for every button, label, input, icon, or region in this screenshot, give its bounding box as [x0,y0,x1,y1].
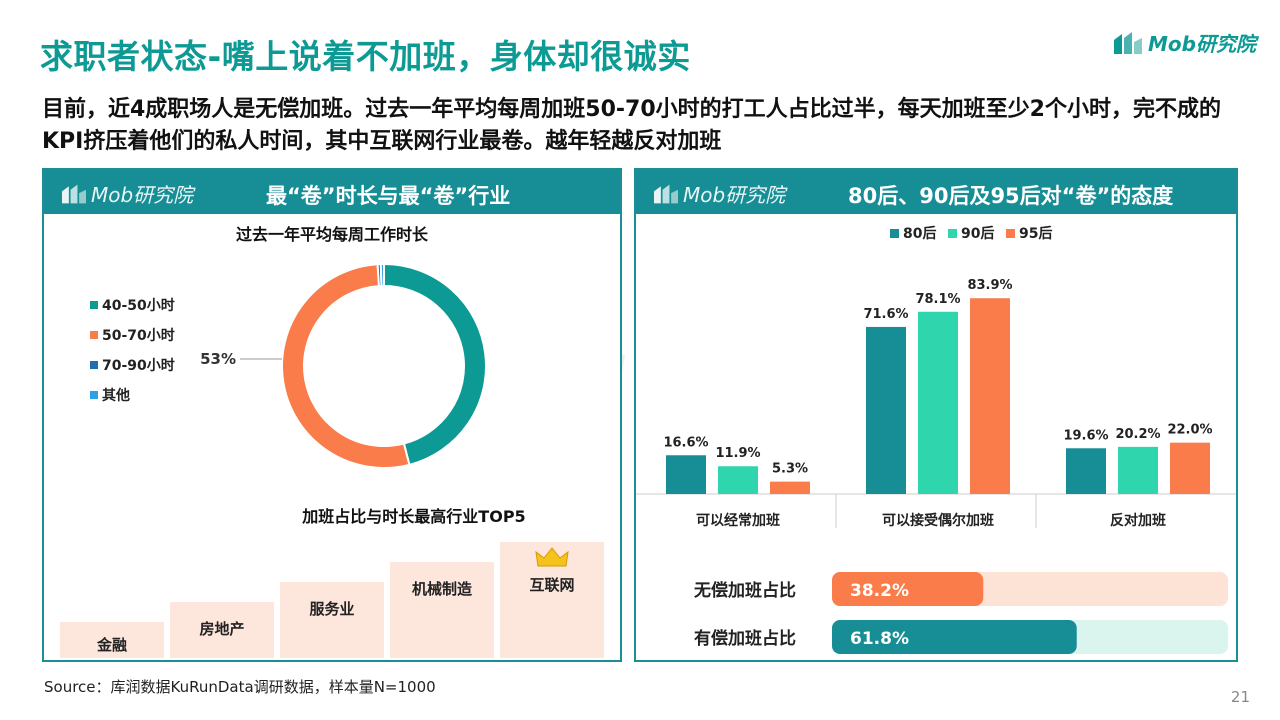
top5-label: 服务业 [309,600,354,618]
bar [1118,446,1158,494]
legend-label: 50-70小时 [102,327,175,344]
left-panel-title: 最“卷”时长与最“卷”行业 [266,184,511,208]
x-tick-label: 可以接受偶尔加班 [882,512,994,529]
bar [866,326,906,494]
left-panel-header: Mob研究院 最“卷”时长与最“卷”行业 [44,170,620,214]
legend-label: 90后 [961,225,994,242]
right-charts: 80后 90后 95后 16.6% 11.9% 5.3% 可以经常加班 71.6% 78.1% 8… [636,225,1236,654]
hbar-data-label: 61.8% [850,629,909,649]
bar-data-label: 22.0% [1167,423,1212,438]
top5-label: 机械制造 [412,580,472,598]
legend-swatch [890,229,899,238]
top5-label: 金融 [96,636,127,654]
x-tick-label: 反对加班 [1110,512,1166,529]
bar-data-label: 11.9% [715,446,760,461]
bar [918,311,958,494]
left-charts: 过去一年平均每周工作时长 53% 40-50小时 50-70小时 70-90小时其他加班… [60,225,604,658]
top5-title: 加班占比与时长最高行业TOP5 [301,507,525,526]
legend-swatch [90,331,98,339]
legend-swatch [1006,229,1015,238]
legend-swatch [90,301,98,309]
hbar-category-label: 无偿加班占比 [693,580,796,601]
top5-bar [60,622,164,658]
top5-label: 互联网 [529,576,574,594]
bar [1170,442,1210,494]
panel-logo: Mob研究院 [654,179,785,208]
legend-label: 95后 [1019,225,1052,242]
bar [970,298,1010,494]
brand-logo: Mob研究院 [1114,28,1256,57]
legend-label: 80后 [903,225,936,242]
bar-data-label: 78.1% [915,292,960,307]
donut-slice [383,262,487,467]
legend-swatch [90,361,98,369]
legend-swatch [948,229,957,238]
x-tick-label: 可以经常加班 [696,512,780,529]
donut-slice [379,262,385,288]
hbar-data-label: 38.2% [850,581,909,601]
bar [1066,448,1106,494]
donut-title: 过去一年平均每周工作时长 [236,225,429,244]
top5-label: 房地产 [199,620,244,638]
page-title: 求职者状态-嘴上说着不加班，身体却很诚实 [40,37,691,76]
bar-data-label: 19.6% [1063,428,1108,443]
donut-data-label: 53% [200,350,236,368]
source-note: Source：库润数据KuRunData调研数据，样本量N=1000 [44,678,436,696]
right-panel-title: 80后、90后及95后对“卷”的态度 [848,184,1174,208]
panel-logo-text: Mob研究院 [683,183,786,207]
donut-slice [281,263,411,469]
crown-icon [535,547,569,567]
hbar-category-label: 有偿加班占比 [694,628,796,649]
left-panel: Mob研究院 最“卷”时长与最“卷”行业 过去一年平均每周工作时长 53% 40-5… [42,168,622,662]
page-subtitle: 目前，近4成职场人是无偿加班。过去一年平均每周加班50-70小时的打工人占比过半… [42,97,1221,154]
top5-bar [390,562,494,658]
top5-bar [280,582,384,658]
bar [770,481,810,494]
bar-data-label: 20.2% [1115,427,1160,442]
logo-text: Mob研究院 [1148,32,1256,56]
bar-data-label: 83.9% [967,278,1012,293]
legend-label: 40-50小时 [102,297,175,314]
right-panel: Mob研究院 80后、90后及95后对“卷”的态度 80后 90后 95后 16.6%… [634,168,1238,662]
panel-logo: Mob研究院 [62,179,193,208]
bar-data-label: 71.6% [863,307,908,322]
page-number: 21 [1230,688,1250,706]
mob-logo-icon [1114,31,1143,54]
panel-logo-text: Mob研究院 [91,183,194,207]
right-panel-header: Mob研究院 80后、90后及95后对“卷”的态度 [636,170,1236,214]
bar [718,466,758,494]
top5-bar [170,602,274,658]
mob-logo-icon [654,184,678,203]
hbar-fill [832,572,984,606]
hbar-fill [832,620,1077,654]
legend-swatch [90,391,98,399]
bar-data-label: 16.6% [663,435,708,450]
mob-logo-icon [62,184,86,203]
legend-label: 70-90小时 [102,357,175,374]
bar-data-label: 5.3% [772,462,808,477]
legend-label: 其他 [102,387,130,404]
bar [666,455,706,494]
